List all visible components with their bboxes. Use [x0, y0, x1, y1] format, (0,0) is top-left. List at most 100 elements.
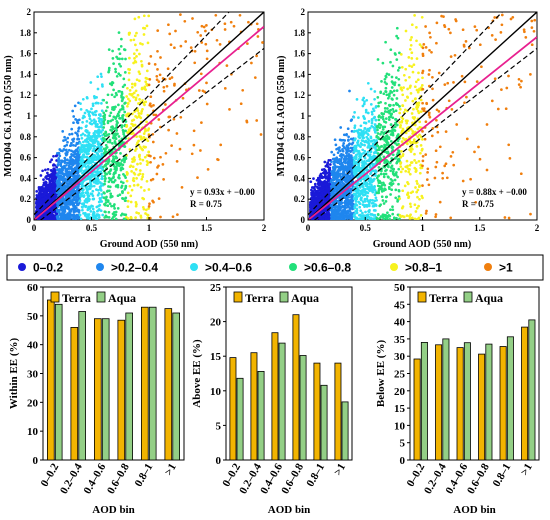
scatter-point — [159, 155, 162, 159]
scatter-point — [97, 171, 101, 175]
scatter-point — [122, 172, 125, 176]
scatter-point — [107, 70, 110, 74]
scatter-point — [74, 144, 77, 147]
scatter-point — [82, 153, 86, 157]
scatter-point — [374, 196, 378, 200]
scatter-point — [81, 191, 85, 195]
scatter-point — [79, 108, 83, 111]
scatter-point — [134, 60, 138, 64]
scatter-point — [74, 208, 77, 212]
scatter-point — [135, 31, 138, 35]
scatter-point — [141, 158, 145, 162]
scatter-point — [94, 113, 98, 117]
scatter-point — [83, 214, 87, 217]
scatter-point — [102, 111, 106, 115]
scatter-point — [351, 148, 354, 152]
scatter-point — [133, 17, 137, 21]
scatter-point — [104, 147, 108, 150]
scatter-point — [79, 169, 83, 173]
scatter-point — [345, 203, 349, 207]
scatter-point — [75, 190, 79, 193]
scatter-point — [106, 199, 110, 202]
scatter-point — [336, 217, 340, 220]
scatter-point — [175, 132, 179, 135]
scatter-point — [115, 120, 119, 123]
scatter-point — [348, 200, 351, 204]
scatter-point — [99, 72, 103, 76]
scatter-point — [79, 133, 83, 137]
scatter-point — [89, 210, 93, 213]
scatter-point — [93, 136, 97, 139]
scatter-point — [59, 175, 62, 178]
scatter-point — [104, 176, 107, 180]
scatter-point — [183, 19, 187, 23]
scatter-point — [112, 62, 115, 65]
scatter-point — [347, 143, 351, 146]
scatter-point — [366, 81, 370, 85]
scatter-point — [118, 193, 122, 197]
scatter-point — [63, 156, 67, 160]
scatter-point — [134, 115, 137, 118]
scatter-point — [147, 127, 151, 130]
scatter-point — [348, 209, 352, 213]
scatter-point — [133, 83, 137, 87]
scatter-point — [87, 213, 91, 216]
scatter-point — [43, 191, 47, 195]
scatter-point — [112, 171, 116, 175]
scatter-point — [141, 175, 144, 179]
scatter-point — [112, 180, 116, 184]
scatter-point — [67, 148, 71, 152]
scatter-point — [77, 161, 80, 165]
scatter-point — [178, 147, 182, 151]
scatter-point — [129, 200, 133, 204]
scatter-point — [312, 210, 315, 214]
scatter-point — [309, 204, 312, 207]
scatter-point — [114, 70, 118, 74]
scatter-point — [250, 61, 253, 65]
scatter-point — [149, 95, 153, 99]
scatter-point — [113, 207, 116, 210]
scatter-point — [164, 151, 168, 155]
scatter-point — [327, 159, 331, 162]
scatter-point — [318, 198, 321, 202]
y-tick-label: 1.4 — [20, 69, 32, 79]
scatter-point — [103, 191, 106, 195]
scatter-point — [107, 216, 111, 219]
scatter-point — [99, 184, 103, 188]
scatter-point — [81, 158, 84, 162]
scatter-point — [106, 93, 110, 97]
scatter-point — [137, 112, 141, 115]
scatter-point — [122, 48, 126, 51]
scatter-point — [102, 98, 106, 102]
scatter-point — [154, 113, 158, 117]
scatter-point — [78, 141, 82, 145]
scatter-point — [84, 162, 87, 166]
scatter-point — [124, 196, 128, 200]
scatter-point — [146, 213, 150, 217]
scatter-point — [82, 195, 86, 198]
scatter-point — [159, 56, 162, 59]
scatter-point — [340, 161, 344, 165]
scatter-point — [313, 196, 317, 199]
scatter-point — [358, 186, 362, 189]
scatter-point — [57, 151, 61, 155]
scatter-point — [76, 208, 80, 212]
scatter-point — [72, 115, 76, 118]
scatter-point — [362, 96, 366, 100]
scatter-point — [70, 202, 73, 206]
scatter-point — [112, 213, 115, 216]
scatter-point — [138, 169, 142, 172]
scatter-point — [342, 133, 346, 137]
scatter-point — [104, 201, 108, 204]
scatter-point — [343, 157, 347, 161]
scatter-point — [111, 106, 114, 109]
scatter-point — [219, 143, 223, 147]
scatter-point — [35, 199, 39, 203]
scatter-point — [202, 25, 206, 29]
scatter-point — [105, 101, 109, 104]
scatter-point — [115, 129, 119, 132]
scatter-point — [324, 212, 327, 216]
scatter-point — [121, 107, 125, 111]
scatter-point — [97, 149, 101, 152]
scatter-point — [121, 197, 124, 200]
